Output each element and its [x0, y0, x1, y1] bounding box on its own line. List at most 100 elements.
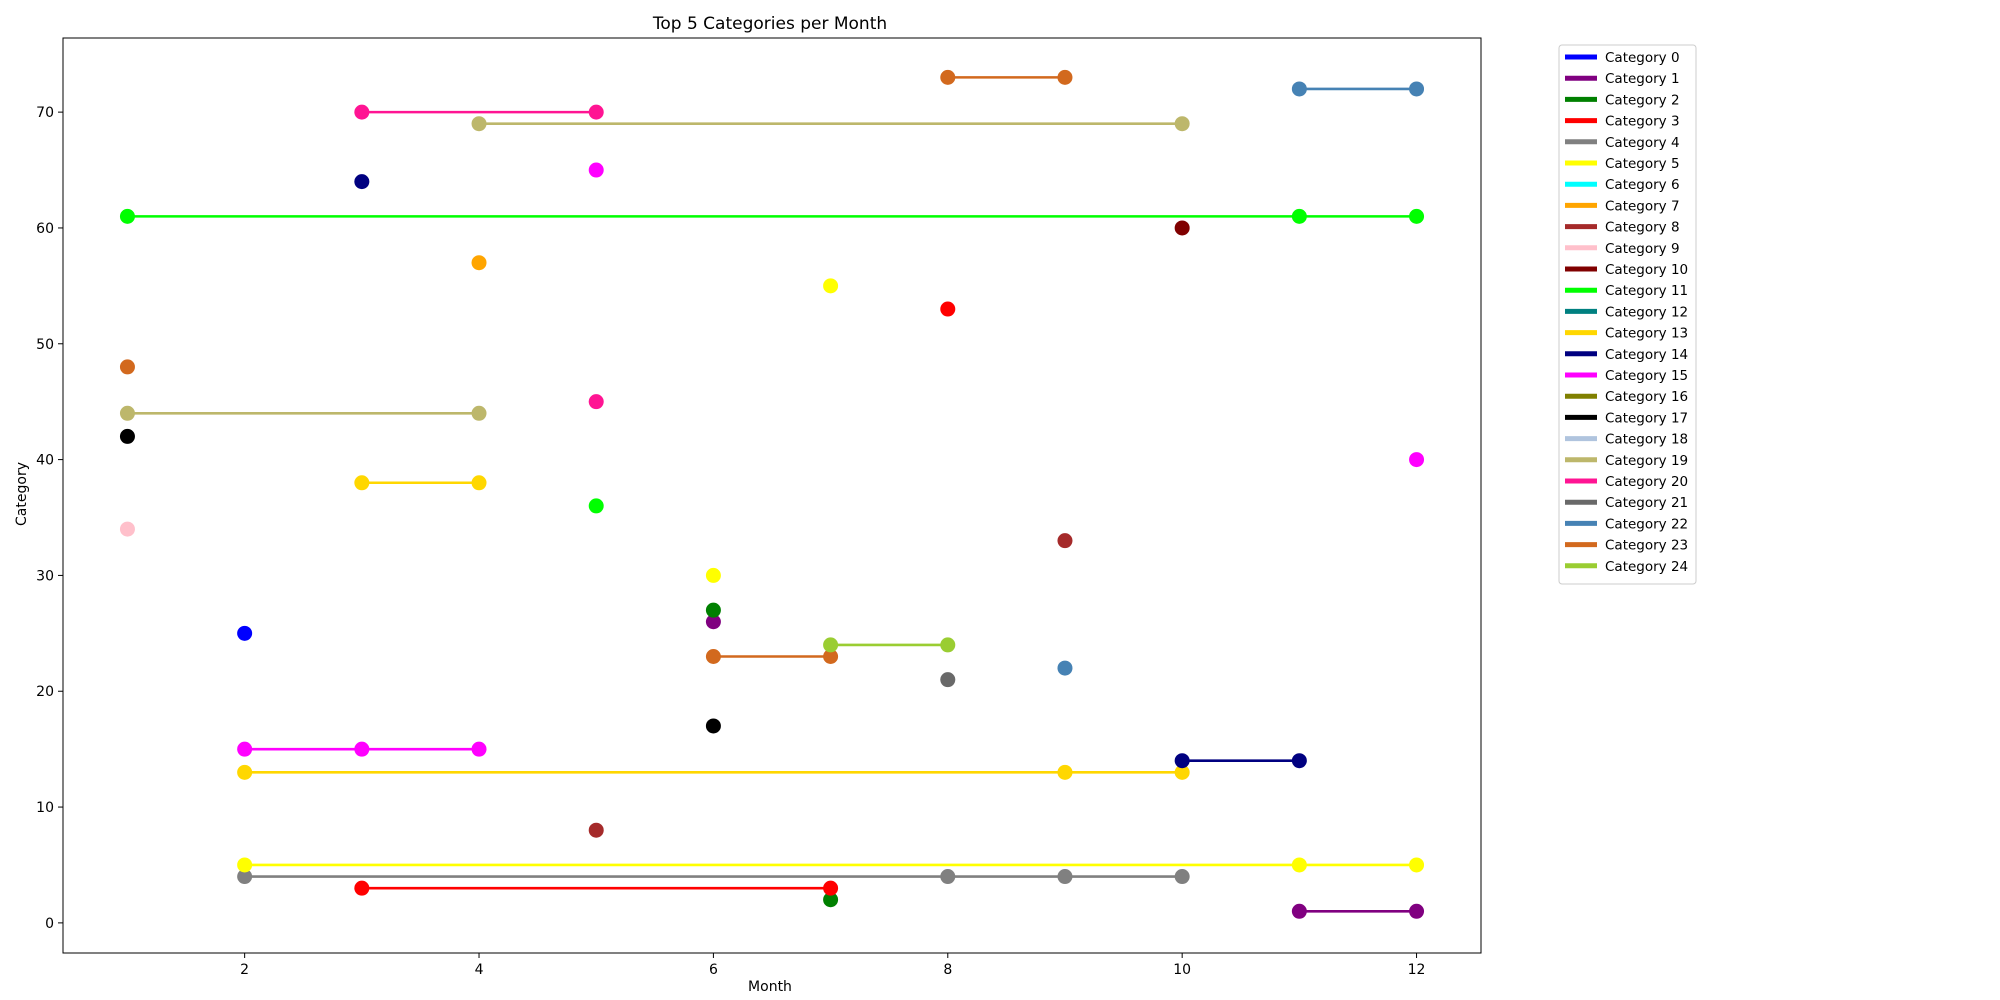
- data-point: [119, 521, 135, 537]
- data-point: [354, 880, 370, 896]
- y-axis-label: Category: [14, 462, 30, 526]
- y-tick-label: 70: [36, 105, 54, 121]
- data-point: [588, 394, 604, 410]
- data-point: [119, 428, 135, 444]
- points-layer: [119, 69, 1425, 919]
- legend-label: Category 13: [1605, 326, 1688, 342]
- data-point: [1174, 220, 1190, 236]
- data-point: [237, 625, 253, 641]
- chart-title: Top 5 Categories per Month: [652, 14, 887, 34]
- legend-box: [1558, 44, 1697, 585]
- legend-label: Category 11: [1605, 283, 1688, 299]
- data-point: [237, 764, 253, 780]
- data-point: [705, 648, 721, 664]
- legend-label: Category 21: [1605, 495, 1688, 511]
- legend-label: Category 7: [1605, 198, 1680, 214]
- data-point: [1174, 764, 1190, 780]
- legend-label: Category 22: [1605, 516, 1688, 532]
- data-point: [1174, 116, 1190, 132]
- legend-label: Category 6: [1605, 177, 1680, 193]
- legend-label: Category 20: [1605, 474, 1688, 490]
- data-point: [354, 741, 370, 757]
- segments-layer: [127, 76, 1417, 913]
- y-tick-label: 60: [36, 221, 54, 237]
- x-tick-label: 10: [1173, 962, 1191, 978]
- legend-label: Category 12: [1605, 304, 1688, 320]
- legend-label: Category 1: [1605, 71, 1680, 87]
- data-point: [1409, 81, 1425, 97]
- data-point: [823, 278, 839, 294]
- data-point: [471, 741, 487, 757]
- data-point: [354, 475, 370, 491]
- data-point: [1057, 764, 1073, 780]
- data-point: [940, 869, 956, 885]
- legend-label: Category 23: [1605, 538, 1688, 554]
- data-point: [1409, 208, 1425, 224]
- data-point: [823, 637, 839, 653]
- x-tick-label: 2: [240, 962, 249, 978]
- data-point: [1057, 869, 1073, 885]
- legend-label: Category 0: [1605, 50, 1680, 66]
- x-tick-label: 8: [943, 962, 952, 978]
- legend-label: Category 18: [1605, 432, 1688, 448]
- data-point: [1174, 869, 1190, 885]
- data-point: [471, 475, 487, 491]
- data-point: [354, 174, 370, 190]
- data-point: [471, 405, 487, 421]
- legend-label: Category 8: [1605, 220, 1680, 236]
- data-point: [940, 69, 956, 85]
- legend-label: Category 17: [1605, 410, 1688, 426]
- data-point: [588, 162, 604, 178]
- y-tick-label: 40: [36, 453, 54, 469]
- data-point: [940, 301, 956, 317]
- data-point: [471, 255, 487, 271]
- legend-label: Category 24: [1605, 559, 1688, 575]
- legend-label: Category 9: [1605, 241, 1680, 257]
- data-point: [1409, 857, 1425, 873]
- y-tick-label: 0: [45, 916, 54, 932]
- data-point: [237, 857, 253, 873]
- data-point: [1409, 903, 1425, 919]
- data-point: [1291, 753, 1307, 769]
- data-point: [705, 602, 721, 618]
- data-point: [588, 498, 604, 514]
- data-point: [1409, 452, 1425, 468]
- y-tick-label: 30: [36, 568, 54, 584]
- data-point: [1174, 753, 1190, 769]
- y-tick-label: 10: [36, 800, 54, 816]
- legend-label: Category 5: [1605, 156, 1680, 172]
- legend-label: Category 2: [1605, 92, 1680, 108]
- data-point: [940, 637, 956, 653]
- legend-label: Category 10: [1605, 262, 1688, 278]
- data-point: [119, 359, 135, 375]
- x-tick-label: 12: [1408, 962, 1426, 978]
- data-point: [119, 405, 135, 421]
- data-point: [823, 648, 839, 664]
- y-tick-label: 50: [36, 337, 54, 353]
- x-tick-label: 6: [709, 962, 718, 978]
- data-point: [1291, 857, 1307, 873]
- data-point: [237, 741, 253, 757]
- data-point: [705, 718, 721, 734]
- data-point: [119, 208, 135, 224]
- legend-label: Category 15: [1605, 368, 1688, 384]
- legend-label: Category 3: [1605, 114, 1680, 130]
- x-axis-label: Month: [748, 979, 792, 995]
- legend-label: Category 14: [1605, 347, 1688, 363]
- x-axis: 2 4 6 8 10 12: [240, 953, 1425, 978]
- data-point: [1057, 660, 1073, 676]
- legend-label: Category 4: [1605, 135, 1680, 151]
- data-point: [588, 104, 604, 120]
- data-point: [354, 104, 370, 120]
- data-point: [940, 672, 956, 688]
- data-point: [823, 880, 839, 896]
- legend-label: Category 16: [1605, 389, 1688, 405]
- data-point: [471, 116, 487, 132]
- data-point: [705, 567, 721, 583]
- y-tick-label: 20: [36, 684, 54, 700]
- y-axis: 0 10 20 30 40 50 60 70: [36, 105, 63, 932]
- x-tick-label: 4: [475, 962, 484, 978]
- data-point: [1057, 533, 1073, 549]
